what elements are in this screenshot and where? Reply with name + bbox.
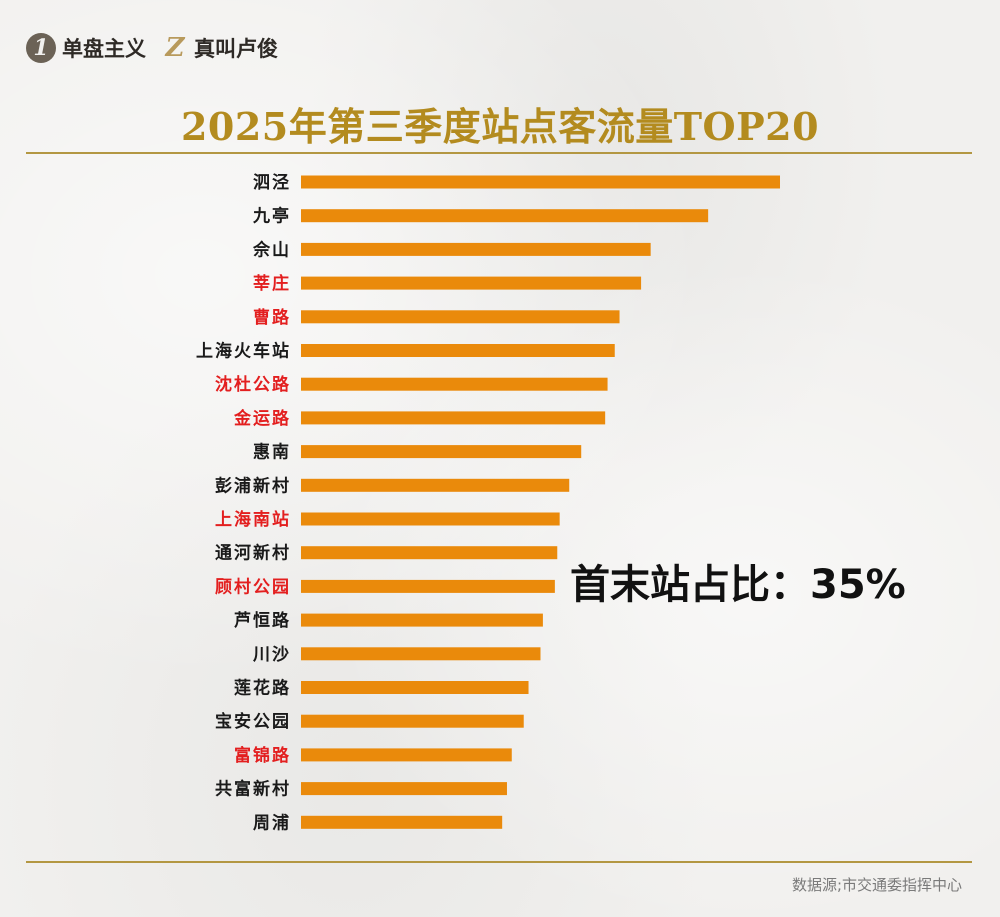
bar-6 [301, 344, 615, 357]
category-label-15: 川沙 [252, 645, 291, 665]
bar-17 [301, 714, 524, 728]
bar-13 [301, 579, 555, 593]
category-label-6: 上海火车站 [196, 341, 291, 362]
bar-19 [301, 782, 507, 796]
category-label-4: 莘庄 [253, 273, 291, 294]
bar-14 [301, 613, 543, 627]
category-label-5: 曹路 [253, 307, 291, 328]
brand-header: 1 单盘主义 Z 真叫卢俊 [26, 28, 294, 68]
category-label-14: 芦恒路 [234, 610, 291, 631]
bar-7 [301, 377, 608, 391]
category-label-19: 共富新村 [215, 779, 291, 800]
data-source: 数据源;市交通委指挥中心 [791, 876, 962, 894]
bar-18 [301, 748, 512, 762]
brand-name-1: 单盘主义 [62, 37, 146, 61]
category-label-18: 富锦路 [234, 745, 291, 766]
brand-logo-1: 1 [26, 33, 56, 63]
footer-divider [26, 861, 972, 863]
chart-title: 2025年第三季度站点客流量TOP20 [180, 104, 820, 149]
category-label-11: 上海南站 [215, 509, 291, 530]
category-label-2: 九亭 [252, 206, 291, 227]
brand-logo-2: Z [165, 33, 185, 63]
title-divider [26, 152, 972, 154]
category-label-10: 彭浦新村 [215, 475, 291, 496]
bar-2 [301, 209, 709, 223]
category-label-12: 通河新村 [215, 543, 291, 564]
bar-15 [301, 647, 541, 661]
category-label-7: 沈杜公路 [215, 374, 291, 395]
category-label-13: 顾村公园 [215, 576, 291, 597]
bar-1 [301, 175, 780, 189]
bar-20 [301, 815, 503, 829]
bar-3 [301, 242, 651, 256]
bar-16 [301, 681, 529, 694]
category-label-1: 泗泾 [253, 172, 291, 193]
category-label-17: 宝安公园 [215, 711, 291, 732]
brand-name-2: 真叫卢俊 [194, 37, 278, 61]
bar-8 [301, 411, 606, 425]
bar-10 [301, 478, 570, 492]
category-label-9: 惠南 [253, 442, 291, 463]
category-label-3: 佘山 [252, 239, 291, 260]
category-label-16: 莲花路 [234, 678, 291, 699]
bar-5 [301, 310, 620, 324]
bar-11 [301, 512, 560, 526]
category-label-8: 金运路 [233, 408, 291, 429]
bar-12 [301, 546, 558, 560]
terminal-share-callout: 首末站占比：35% [570, 562, 906, 608]
category-label-20: 周浦 [253, 812, 291, 833]
bar-4 [301, 276, 642, 290]
bar-9 [301, 445, 582, 459]
